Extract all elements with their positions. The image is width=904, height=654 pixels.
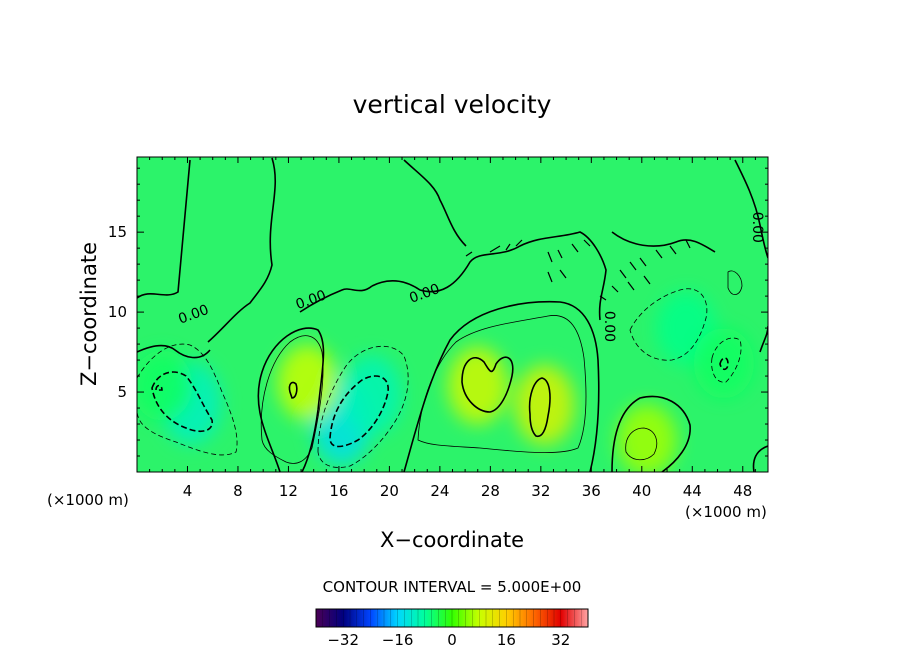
x-tick-label: 8	[233, 482, 243, 500]
field-anomaly	[137, 350, 193, 421]
x-tick-label: 36	[582, 482, 601, 500]
field-anomaly	[447, 346, 508, 425]
field-anomaly	[514, 364, 575, 445]
zero-contour	[403, 159, 467, 247]
x-tick-label: 20	[380, 482, 399, 500]
zero-contour	[611, 231, 716, 253]
y-axis: 5 10 15	[108, 167, 768, 457]
x-tick-label: 4	[183, 482, 193, 500]
x-unit-left: (×1000 m)	[47, 491, 129, 509]
y-axis-label: Z−coordinate	[77, 242, 101, 386]
zero-contour	[299, 285, 373, 313]
y-tick-label: 10	[108, 303, 127, 321]
positive-contour-10	[528, 377, 551, 438]
x-tick-label: 48	[733, 482, 752, 500]
x-tick-label: 40	[632, 482, 651, 500]
colorbar-tick-label: −32	[327, 631, 359, 649]
negative-contour-10	[329, 375, 389, 448]
contour-label: 0.00	[601, 311, 617, 342]
x-tick-label: 28	[481, 482, 500, 500]
x-tick-label: 12	[279, 482, 298, 500]
x-tick-label: 32	[531, 482, 550, 500]
plot-area: 0.000.00 0.000.000.00	[137, 157, 768, 472]
x-axis-label: X−coordinate	[380, 528, 524, 552]
y-tick-label: 5	[117, 383, 127, 401]
colorbar-ticks: −32 −16 0 16 32	[327, 631, 570, 649]
zero-contour	[403, 300, 600, 472]
colorbar-tick-label: −16	[382, 631, 414, 649]
negative-contour	[317, 345, 409, 468]
positive-contour	[625, 427, 658, 461]
field-anomaly	[341, 355, 402, 436]
colorbar-tick-label: 32	[551, 631, 570, 649]
zero-contour	[137, 159, 191, 299]
zero-contour	[734, 159, 768, 259]
zero-contour	[611, 395, 691, 472]
negative-contour	[711, 337, 742, 383]
contour-labels: 0.000.00 0.000.000.00	[176, 212, 765, 342]
negative-contour-10	[719, 357, 729, 371]
x-tick-label: 16	[329, 482, 348, 500]
zero-contour	[257, 327, 325, 472]
turbulent-contour	[465, 239, 691, 301]
chart-title: vertical velocity	[353, 90, 552, 119]
colorbar-frame	[315, 608, 589, 628]
x-tick-label: 24	[430, 482, 449, 500]
zero-contour	[207, 157, 276, 343]
field-anomalies	[137, 291, 754, 472]
x-axis: 4 8 12 16 20 24 28 32 36 40 44 48	[149, 157, 756, 500]
zero-contour	[752, 445, 768, 472]
zero-contour	[137, 344, 211, 359]
positive-contour	[727, 270, 743, 295]
x-tick-label: 44	[683, 482, 702, 500]
contour-lines	[137, 157, 768, 472]
zero-contour	[371, 231, 607, 321]
negative-contour	[137, 343, 238, 456]
y-tick-label: 15	[108, 223, 127, 241]
colorbar: −32 −16 0 16 32	[315, 608, 589, 649]
field-anomaly	[616, 404, 677, 472]
contour-interval-text: CONTOUR INTERVAL = 5.000E+00	[323, 578, 582, 596]
x-unit-right: (×1000 m)	[685, 503, 767, 521]
positive-contour	[260, 335, 324, 464]
negative-contour-10	[151, 371, 213, 433]
negative-contour	[629, 288, 708, 361]
negative-contour-10	[155, 384, 163, 391]
colorbar-tick-label: 16	[497, 631, 516, 649]
positive-contour-10	[288, 381, 298, 399]
colorbar-tick-label: 0	[447, 631, 457, 649]
positive-contour	[417, 315, 587, 453]
field-anomaly	[277, 344, 338, 421]
positive-contour-10	[461, 356, 514, 413]
contour-label: 0.00	[749, 212, 765, 243]
field-anomaly	[693, 328, 754, 399]
